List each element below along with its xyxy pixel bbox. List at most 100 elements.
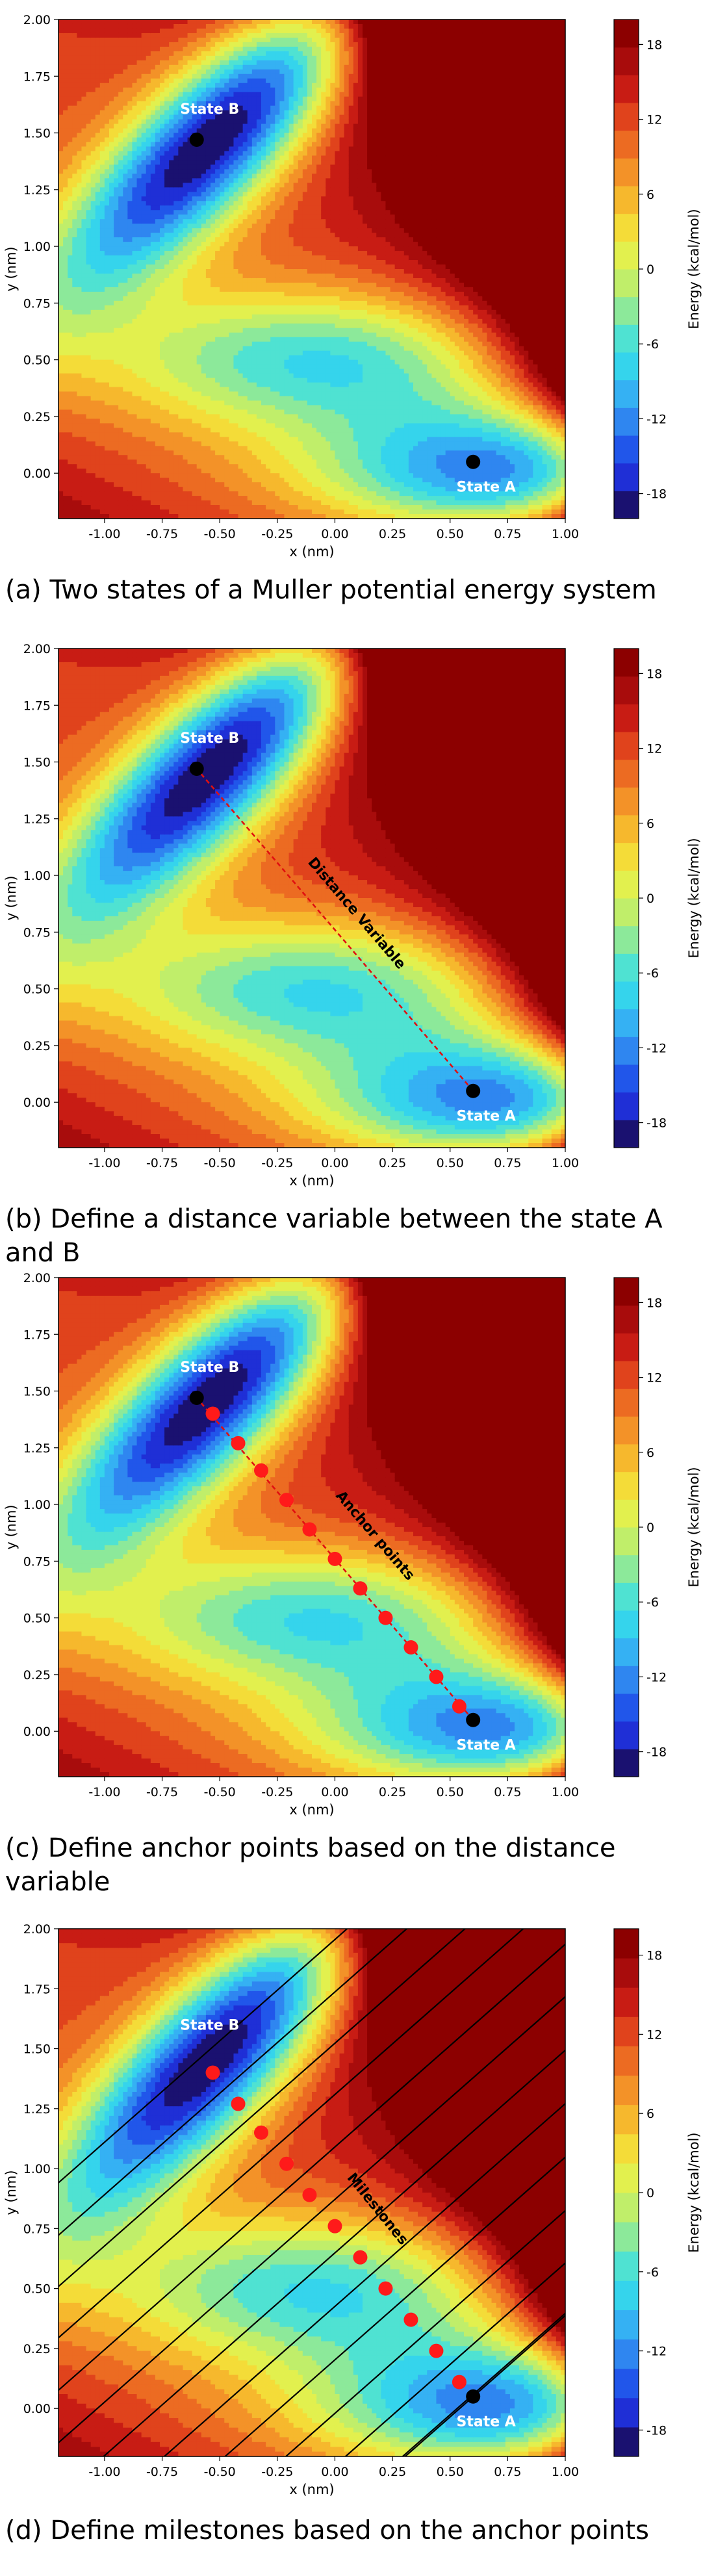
energy-cell	[86, 500, 92, 506]
energy-cell	[72, 60, 77, 66]
energy-cell	[224, 323, 229, 329]
energy-cell	[187, 155, 193, 161]
energy-cell	[58, 450, 64, 456]
energy-cell	[58, 69, 64, 75]
energy-cell	[173, 205, 179, 211]
energy-cell	[256, 332, 262, 338]
energy-cell	[95, 432, 101, 437]
energy-cell	[192, 96, 198, 102]
energy-cell	[86, 123, 92, 129]
energy-cell	[90, 237, 96, 242]
energy-cell	[86, 19, 92, 25]
energy-cell	[58, 37, 64, 43]
energy-cell	[247, 328, 253, 333]
energy-cell	[242, 224, 248, 229]
energy-cell	[192, 169, 198, 174]
energy-cell	[132, 400, 138, 406]
energy-cell	[160, 341, 165, 347]
energy-cell	[141, 491, 147, 496]
energy-cell	[211, 142, 216, 148]
energy-cell	[123, 432, 128, 437]
energy-cell	[169, 482, 174, 487]
energy-cell	[178, 378, 184, 383]
energy-cell	[104, 469, 110, 474]
energy-cell	[215, 37, 220, 43]
energy-cell	[155, 201, 160, 206]
energy-cell	[169, 169, 174, 174]
energy-cell	[150, 155, 156, 161]
energy-cell	[251, 137, 257, 143]
energy-cell	[109, 164, 114, 170]
energy-cell	[192, 92, 198, 97]
energy-cell	[90, 359, 96, 365]
energy-cell	[173, 137, 179, 143]
energy-cell	[220, 183, 225, 188]
energy-cell	[238, 160, 244, 166]
energy-cell	[68, 368, 73, 374]
energy-cell	[178, 78, 184, 84]
energy-cell	[63, 346, 68, 352]
energy-cell	[118, 246, 123, 251]
energy-cell	[136, 164, 142, 170]
energy-cell	[220, 237, 225, 242]
energy-cell	[118, 350, 123, 356]
energy-cell	[109, 473, 114, 478]
energy-cell	[196, 273, 202, 279]
energy-cell	[215, 355, 220, 361]
energy-cell	[169, 51, 174, 57]
energy-cell	[132, 373, 138, 379]
energy-cell	[132, 237, 138, 242]
energy-cell	[95, 364, 101, 370]
energy-cell	[187, 409, 193, 415]
energy-cell	[261, 23, 266, 29]
energy-cell	[201, 155, 207, 161]
energy-cell	[77, 432, 83, 437]
energy-cell	[109, 169, 114, 174]
energy-cell	[123, 55, 128, 61]
energy-cell	[150, 482, 156, 487]
energy-cell	[169, 233, 174, 238]
energy-cell	[127, 174, 133, 179]
energy-cell	[187, 160, 193, 166]
energy-cell	[160, 359, 165, 365]
energy-cell	[99, 405, 105, 411]
energy-cell	[104, 146, 110, 152]
energy-cell	[164, 174, 170, 179]
energy-cell	[58, 287, 64, 292]
energy-cell	[215, 73, 220, 79]
energy-cell	[229, 300, 235, 306]
energy-cell	[109, 146, 114, 152]
energy-cell	[95, 246, 101, 251]
energy-cell	[136, 228, 142, 233]
energy-cell	[132, 96, 138, 102]
energy-cell	[127, 219, 133, 224]
energy-cell	[233, 355, 239, 361]
energy-cell	[104, 151, 110, 157]
energy-cell	[123, 69, 128, 75]
energy-cell	[192, 23, 198, 29]
energy-cell	[81, 196, 87, 201]
energy-cell	[63, 160, 68, 166]
energy-cell	[196, 55, 202, 61]
energy-cell	[251, 23, 257, 29]
energy-cell	[205, 414, 211, 419]
energy-cell	[256, 260, 262, 265]
energy-cell	[233, 137, 239, 143]
energy-cell	[238, 196, 244, 201]
energy-cell	[173, 146, 179, 152]
energy-cell	[187, 396, 193, 402]
energy-cell	[211, 473, 216, 478]
energy-cell	[211, 500, 216, 506]
energy-cell	[178, 296, 184, 302]
energy-cell	[90, 192, 96, 197]
energy-cell	[77, 69, 83, 75]
energy-cell	[238, 205, 244, 211]
energy-cell	[187, 473, 193, 478]
energy-cell	[155, 51, 160, 57]
energy-cell	[141, 196, 147, 201]
energy-cell	[256, 114, 262, 120]
energy-cell	[77, 78, 83, 84]
energy-cell	[127, 32, 133, 38]
energy-cell	[99, 346, 105, 352]
energy-cell	[238, 487, 244, 492]
